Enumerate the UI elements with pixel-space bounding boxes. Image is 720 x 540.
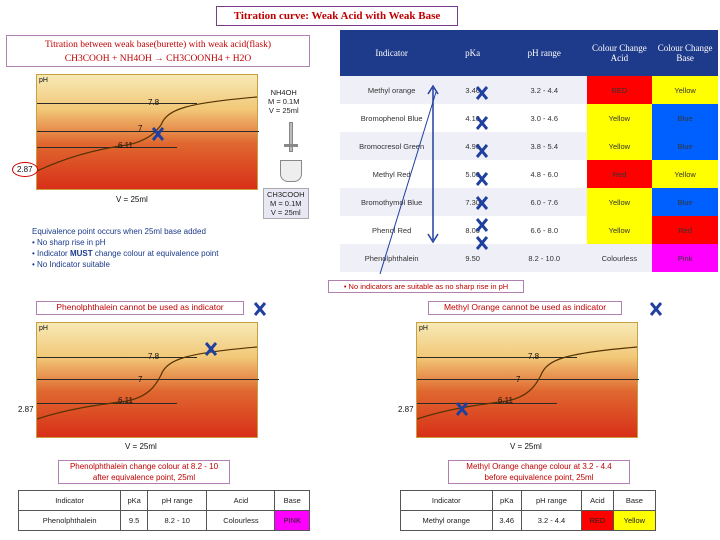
left-mini-table: Indicator pKa pH range Acid Base Phenolp…	[17, 490, 310, 531]
equivalence-notes: Equivalence point occurs when 25ml base …	[32, 227, 219, 269]
table-cell: 8.00	[443, 216, 502, 244]
table-cell: Yellow	[586, 132, 653, 160]
col-indicator: Indicator	[340, 30, 444, 76]
col-base: Colour Change Base	[652, 30, 718, 76]
left-panel-title: Phenolphthalein cannot be used as indica…	[36, 301, 244, 315]
table-cell: 8.2 - 10.0	[501, 244, 587, 272]
table-cell: Bromocresol Green	[340, 132, 444, 160]
range-arrow	[427, 84, 439, 244]
label-6-11: 6.11	[118, 141, 133, 150]
table-cell: Methyl orange	[340, 76, 444, 104]
cross-icon	[456, 402, 468, 416]
table-cell: Bromophenol Blue	[340, 104, 444, 132]
table-cell: 3.46	[443, 76, 502, 104]
base-info: NH4OH M = 0.1M V = 25ml	[268, 88, 300, 115]
table-cell: Red	[652, 216, 718, 244]
table-row: Methyl Red 5.00 4.8 - 6.0 Red Yellow	[340, 160, 718, 188]
table-cell: Methyl Red	[340, 160, 444, 188]
table-row: Phenol Red 8.00 6.6 - 8.0 Yellow Red	[340, 216, 718, 244]
table-cell: RED	[586, 76, 653, 104]
table-cell: Bromothymol Blue	[340, 188, 444, 216]
left-titration-graph: pH	[36, 322, 259, 438]
label-7: 7	[138, 124, 143, 133]
label-7-8: 7.8	[148, 98, 160, 107]
table-cell: 3.8 - 5.4	[501, 132, 587, 160]
graph-ylabel: pH	[39, 77, 48, 84]
acid-info: CH3COOH M = 0.1M V = 25ml	[263, 188, 309, 219]
table-cell: 3.0 - 4.6	[501, 104, 587, 132]
table-row: Bromophenol Blue 4.10 3.0 - 4.6 Yellow Blue	[340, 104, 718, 132]
table-cell: 7.30	[443, 188, 502, 216]
table-cell: 4.8 - 6.0	[501, 160, 587, 188]
reaction-header: Titration between weak base(burette) wit…	[6, 35, 310, 67]
table-cell: Phenolphthalein	[340, 244, 444, 272]
top-curve	[37, 96, 258, 172]
table-cell: Colourless	[586, 244, 653, 272]
table-cell: 5.00	[443, 160, 502, 188]
table-cell: 4.10	[443, 104, 502, 132]
table-cell: Phenol Red	[340, 216, 444, 244]
table-cell: 6.0 - 7.6	[501, 188, 587, 216]
header-line2: CH3COOH + NH4OH → CH3COONH4 + H2O	[64, 54, 252, 64]
table-row: Bromocresol Green 4.90 3.8 - 5.4 Yellow Blue	[340, 132, 718, 160]
cross-icon	[650, 302, 662, 316]
table-cell: Blue	[652, 188, 718, 216]
table-cell: Yellow	[586, 104, 653, 132]
table-cell: Red	[586, 160, 653, 188]
volume-label: V = 25ml	[116, 195, 148, 204]
table-cell: Blue	[652, 104, 718, 132]
table-cell: 3.2 - 4.4	[501, 76, 587, 104]
indicator-table: Indicator pKa pH range Colour Change Aci…	[340, 30, 718, 272]
right-panel-title: Methyl Orange cannot be used as indicato…	[428, 301, 622, 315]
table-cell: 6.6 - 8.0	[501, 216, 587, 244]
top-titration-graph: pH	[36, 74, 259, 190]
cross-icon	[205, 342, 217, 356]
cross-icon	[254, 302, 266, 316]
cross-icon	[152, 127, 164, 141]
table-cell: Pink	[652, 244, 718, 272]
label-2-87: 2.87	[12, 162, 38, 177]
header-line1: Titration between weak base(burette) wit…	[45, 40, 271, 50]
left-panel-note: Phenolphthalein change colour at 8.2 - 1…	[58, 460, 230, 484]
table-note: • No indicators are suitable as no sharp…	[328, 280, 524, 293]
table-cell: Yellow	[586, 216, 653, 244]
right-mini-table: Indicator pKa pH range Acid Base Methyl …	[400, 490, 657, 531]
table-cell: 4.90	[443, 132, 502, 160]
page-title: Titration curve: Weak Acid with Weak Bas…	[216, 6, 458, 26]
table-cell: Yellow	[652, 76, 718, 104]
col-acid: Colour Change Acid	[586, 30, 653, 76]
burette-icon	[280, 122, 302, 182]
table-cell: Yellow	[652, 160, 718, 188]
table-row: Methyl orange 3.46 3.2 - 4.4 RED Yellow	[340, 76, 718, 104]
table-cell: Blue	[652, 132, 718, 160]
pointer-line	[379, 91, 437, 275]
col-ph-range: pH range	[501, 30, 587, 76]
table-cell: Yellow	[586, 188, 653, 216]
table-cross-icons	[476, 84, 496, 254]
right-panel-note: Methyl Orange change colour at 3.2 - 4.4…	[448, 460, 630, 484]
col-pka: pKa	[443, 30, 502, 76]
right-titration-graph: pH	[416, 322, 639, 438]
table-cell: 9.50	[443, 244, 502, 272]
table-row: Bromothymol Blue 7.30 6.0 - 7.6 Yellow Blue	[340, 188, 718, 216]
table-row: Phenolphthalein 9.50 8.2 - 10.0 Colourless P…	[340, 244, 718, 272]
